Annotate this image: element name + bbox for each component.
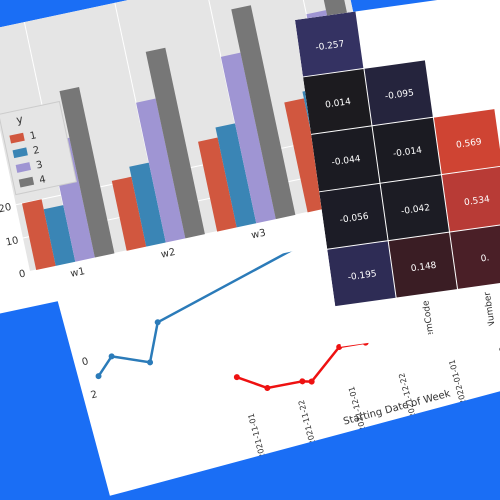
- legend-swatch: [9, 132, 25, 144]
- bar: [22, 199, 56, 271]
- legend-swatch: [12, 147, 28, 159]
- heatmap-cell-label: -0.044: [331, 154, 361, 168]
- line-point: [299, 378, 306, 385]
- bar-y-tick-label: 0: [18, 268, 27, 280]
- line-point: [264, 384, 271, 391]
- bar: [145, 47, 205, 239]
- heatmap-cell: [319, 183, 388, 249]
- line-point: [308, 378, 315, 385]
- legend-swatch: [18, 176, 35, 188]
- heatmap-cell: [450, 223, 500, 289]
- bar: [59, 86, 115, 258]
- line-x-tick-label: 2021-11-22: [297, 399, 318, 446]
- legend-label: 2: [32, 145, 41, 157]
- heatmap-cell: [380, 175, 449, 241]
- heatmap-cell: [433, 109, 500, 175]
- heatmap-cell: [372, 117, 441, 183]
- heatmap-cell: [327, 241, 396, 307]
- legend-label: 1: [29, 130, 38, 142]
- heatmap-cell-label: -0.056: [339, 212, 369, 226]
- heatmap-cell: [295, 11, 364, 77]
- bar-x-tick-label: w2: [160, 247, 177, 261]
- legend-label: 3: [35, 160, 44, 172]
- bar: [43, 205, 76, 266]
- bar: [198, 137, 237, 232]
- legend-label: 4: [38, 174, 47, 186]
- heatmap-cell: [442, 166, 500, 232]
- heatmap-cell-label: -0.195: [347, 269, 377, 283]
- bar: [220, 52, 276, 224]
- line-point: [233, 374, 240, 381]
- heatmap-cells: -0.257 0.014 -0.095 -0.044 -0.014 0.569 -0.056…: [295, 11, 500, 307]
- heatmap-cell-label: -0.095: [384, 88, 414, 102]
- line-point: [154, 319, 161, 326]
- bar: [215, 123, 257, 228]
- line-y-tick-label: 0: [81, 356, 90, 368]
- legend-entries: 1 2 3 4: [9, 130, 47, 188]
- legend-title: y: [15, 113, 25, 127]
- line-x-tick-label: 2021-11-01: [247, 412, 268, 459]
- heatmap-cell-label: -0.257: [315, 39, 345, 53]
- heatmap-cell-label: 0.569: [455, 137, 482, 151]
- legend-swatch: [15, 162, 32, 173]
- heatmap-cell-label: 0.148: [410, 261, 437, 275]
- bar-x-tick-label: w3: [250, 228, 267, 242]
- line-y-tick-label: 2: [90, 389, 99, 401]
- bar: [136, 98, 186, 243]
- bar-y-ticks: 0 10 20: [0, 202, 27, 281]
- legend: y 1 2 3 4: [0, 100, 78, 196]
- heatmap-cell-label: 0.534: [464, 195, 491, 209]
- heatmap-cell-label: -0.014: [392, 146, 422, 160]
- heatmap-cell-label: 0.014: [325, 97, 352, 111]
- heatmap-cell-label: -0.042: [401, 203, 431, 217]
- line-x-ticks: 2021-11-01 2021-11-22 2021-12-01 2021-12-22…: [247, 345, 500, 460]
- bar: [129, 162, 166, 247]
- heatmap-panel: -0.257 0.014 -0.095 -0.044 -0.014 0.569 -0.056…: [295, 0, 500, 357]
- line-point: [147, 359, 154, 366]
- bar: [284, 98, 328, 213]
- heatmap-cell-label: 0.: [480, 253, 490, 264]
- heatmap: -0.257 0.014 -0.095 -0.044 -0.014 0.569 -0.056…: [295, 11, 500, 357]
- heatmap-cell: [311, 126, 380, 192]
- line-point: [108, 353, 115, 360]
- bar-y-tick-label: 20: [0, 202, 12, 215]
- bar-y-tick-label: 10: [5, 235, 20, 248]
- heatmap-cell: [388, 232, 458, 298]
- bar: [111, 176, 147, 251]
- line-point: [95, 373, 102, 380]
- bar: [231, 5, 296, 220]
- line-y-ticks: 02: [81, 356, 99, 401]
- heatmap-cell: [364, 60, 433, 126]
- heatmap-cell: [303, 68, 372, 134]
- bar-x-tick-label: w1: [69, 266, 86, 280]
